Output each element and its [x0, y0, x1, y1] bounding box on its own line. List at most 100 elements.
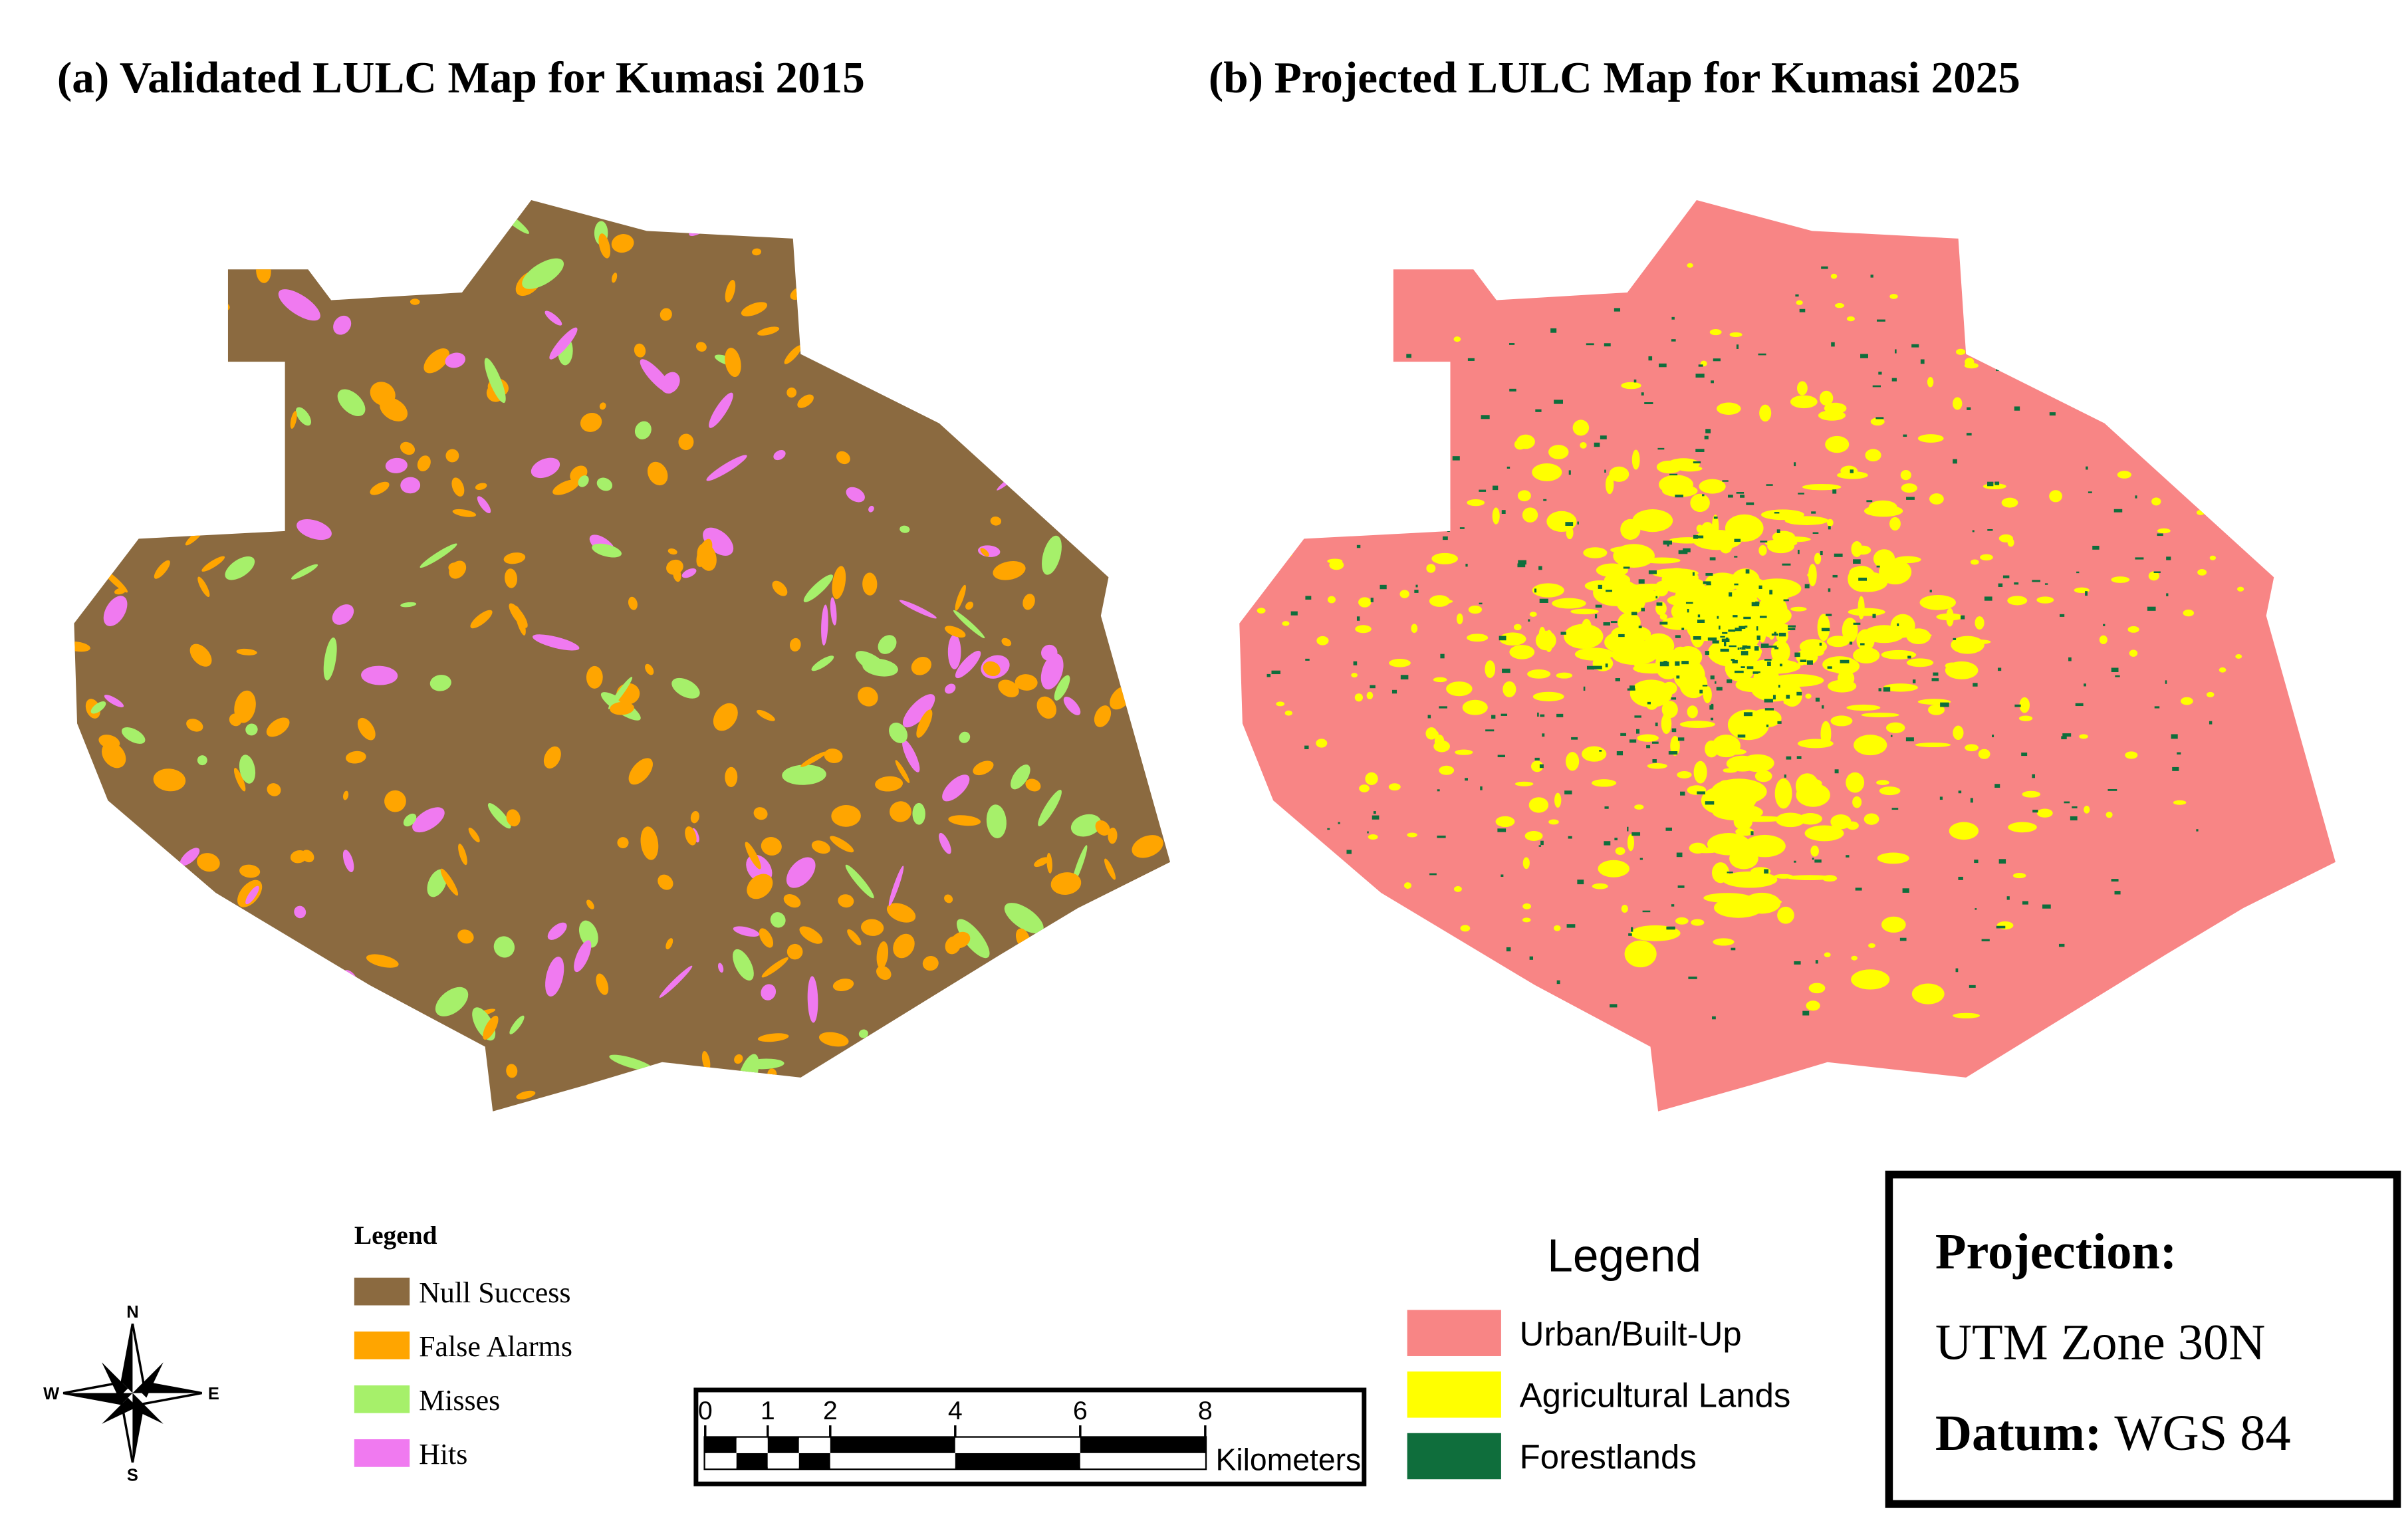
- map-patch: [1889, 517, 1901, 530]
- map-patch: [2012, 873, 2026, 879]
- map-patch: [1727, 872, 1733, 874]
- map-patch: [1356, 616, 1360, 621]
- map-patch: [1767, 661, 1771, 666]
- map-patch: [144, 881, 175, 923]
- map-patch: [1655, 722, 1658, 727]
- legend-label: Null Success: [419, 1276, 570, 1309]
- map-patch: [121, 727, 146, 744]
- map-patch: [2085, 591, 2088, 596]
- map-patch: [1729, 332, 1743, 338]
- map-patch: [659, 965, 693, 998]
- map-patch: [2014, 704, 2021, 707]
- map-patch: [1618, 634, 1625, 638]
- map-patch: [2088, 491, 2092, 493]
- map-patch: [1501, 510, 1506, 514]
- map-patch: [400, 477, 421, 494]
- map-patch: [1680, 791, 1685, 796]
- map-patch: [1786, 695, 1790, 699]
- map-patch: [1975, 616, 1985, 630]
- map-patch: [1906, 628, 1931, 644]
- map-patch: [1997, 667, 2002, 671]
- map-patch: [963, 307, 985, 332]
- map-patch: [1774, 778, 1792, 809]
- map-patch: [1594, 665, 1602, 669]
- map-patch: [745, 842, 761, 870]
- map-patch: [696, 538, 713, 567]
- map-patch: [2183, 609, 2195, 617]
- map-patch: [1132, 835, 1163, 858]
- map-patch: [685, 826, 697, 846]
- map-patch: [1610, 546, 1649, 554]
- map-patch: [1604, 469, 1606, 473]
- map-patch: [2107, 788, 2117, 791]
- map-patch: [1758, 596, 1782, 620]
- map-patch: [1883, 683, 1918, 692]
- map-patch: [1643, 633, 1675, 659]
- map-patch: [1743, 892, 1781, 914]
- map-patch: [1431, 507, 1451, 513]
- map-patch: [323, 637, 337, 681]
- map-patch: [875, 776, 903, 792]
- map-patch: [596, 973, 609, 995]
- map-patch: [1961, 615, 1965, 620]
- map-patch: [2036, 596, 2054, 604]
- map-patch: [1634, 715, 1641, 718]
- map-patch: [2115, 675, 2120, 677]
- map-patch: [1076, 378, 1091, 402]
- map-patch: [1699, 689, 1703, 694]
- map-patch: [944, 894, 953, 903]
- map-patch: [1731, 947, 1736, 951]
- map-patch: [1671, 904, 1675, 907]
- map-patch: [2060, 614, 2065, 617]
- map-patch: [1529, 612, 1537, 617]
- map-patch: [610, 701, 634, 715]
- map-patch: [855, 651, 888, 675]
- map-patch: [1568, 836, 1572, 839]
- map-patch: [2125, 751, 2138, 759]
- map-patch: [1853, 559, 1861, 564]
- map-patch: [1636, 663, 1679, 672]
- map-patch: [1727, 709, 1769, 741]
- map-patch: [2014, 582, 2019, 585]
- map-patch: [2049, 412, 2056, 416]
- map-patch: [634, 421, 652, 439]
- map-patch: [955, 584, 966, 611]
- map-patch: [1675, 495, 1683, 498]
- map-patch: [902, 694, 935, 728]
- map-patch: [611, 273, 618, 283]
- map-patch: [1284, 551, 1292, 557]
- map-patch: [1642, 910, 1651, 913]
- map-patch: [1004, 903, 1044, 934]
- map-patch: [1624, 940, 1657, 968]
- map-patch: [1806, 1000, 1820, 1011]
- map-patch: [1153, 285, 1171, 310]
- map-patch: [1852, 796, 1862, 808]
- map-patch: [695, 342, 707, 352]
- map-patch: [1698, 364, 1703, 367]
- map-base: [74, 200, 1171, 1112]
- map-patch: [2006, 896, 2010, 900]
- map-patch: [1517, 490, 1531, 502]
- map-patch: [547, 922, 567, 940]
- map-patch: [661, 372, 680, 394]
- map-patch: [1876, 780, 1889, 786]
- map-patch: [617, 837, 629, 849]
- map-patch: [1737, 816, 1784, 822]
- map-patch: [1560, 632, 1566, 635]
- map-patch: [1501, 713, 1508, 716]
- map-patch: [1062, 241, 1079, 259]
- map-patch: [346, 751, 366, 764]
- map-patch: [549, 327, 578, 360]
- map-patch: [2018, 715, 2033, 721]
- map-patch: [786, 387, 797, 398]
- legend-swatch: [1407, 1310, 1501, 1356]
- map-patch: [1994, 784, 2000, 788]
- map-patch: [1070, 814, 1102, 837]
- map-patch: [1802, 1010, 1810, 1016]
- map-patch: [1108, 827, 1118, 844]
- map-patch: [993, 560, 1026, 580]
- map-patch: [1753, 671, 1760, 673]
- map-patch: [297, 519, 332, 540]
- map-patch: [1828, 588, 1831, 592]
- map-patch: [267, 783, 281, 796]
